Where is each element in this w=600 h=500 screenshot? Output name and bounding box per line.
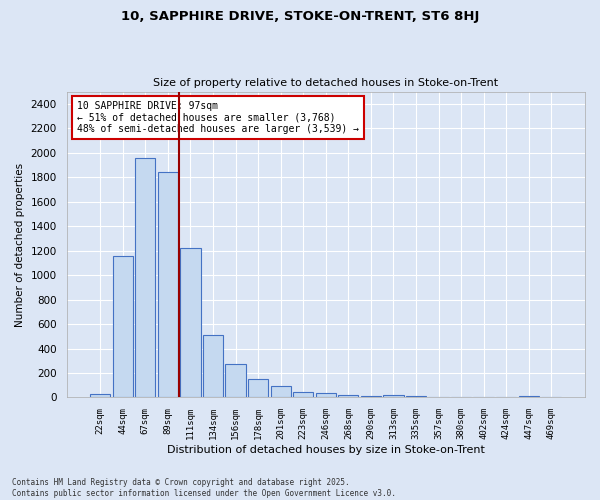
Bar [361,396,381,398]
Title: Size of property relative to detached houses in Stoke-on-Trent: Size of property relative to detached ho… [153,78,499,88]
X-axis label: Distribution of detached houses by size in Stoke-on-Trent: Distribution of detached houses by size … [167,445,485,455]
Bar [226,364,246,398]
Bar [428,397,449,398]
Text: 10 SAPPHIRE DRIVE: 97sqm
← 51% of detached houses are smaller (3,768)
48% of sem: 10 SAPPHIRE DRIVE: 97sqm ← 51% of detach… [77,100,359,134]
Bar [158,172,178,398]
Bar [203,335,223,398]
Text: 10, SAPPHIRE DRIVE, STOKE-ON-TRENT, ST6 8HJ: 10, SAPPHIRE DRIVE, STOKE-ON-TRENT, ST6 … [121,10,479,23]
Bar [113,256,133,398]
Bar [248,378,268,398]
Bar [338,395,358,398]
Bar [293,392,313,398]
Bar [181,248,200,398]
Bar [271,386,291,398]
Bar [135,158,155,398]
Bar [90,394,110,398]
Y-axis label: Number of detached properties: Number of detached properties [15,162,25,326]
Bar [518,396,539,398]
Text: Contains HM Land Registry data © Crown copyright and database right 2025.
Contai: Contains HM Land Registry data © Crown c… [12,478,396,498]
Bar [383,396,404,398]
Bar [316,393,336,398]
Bar [406,396,426,398]
